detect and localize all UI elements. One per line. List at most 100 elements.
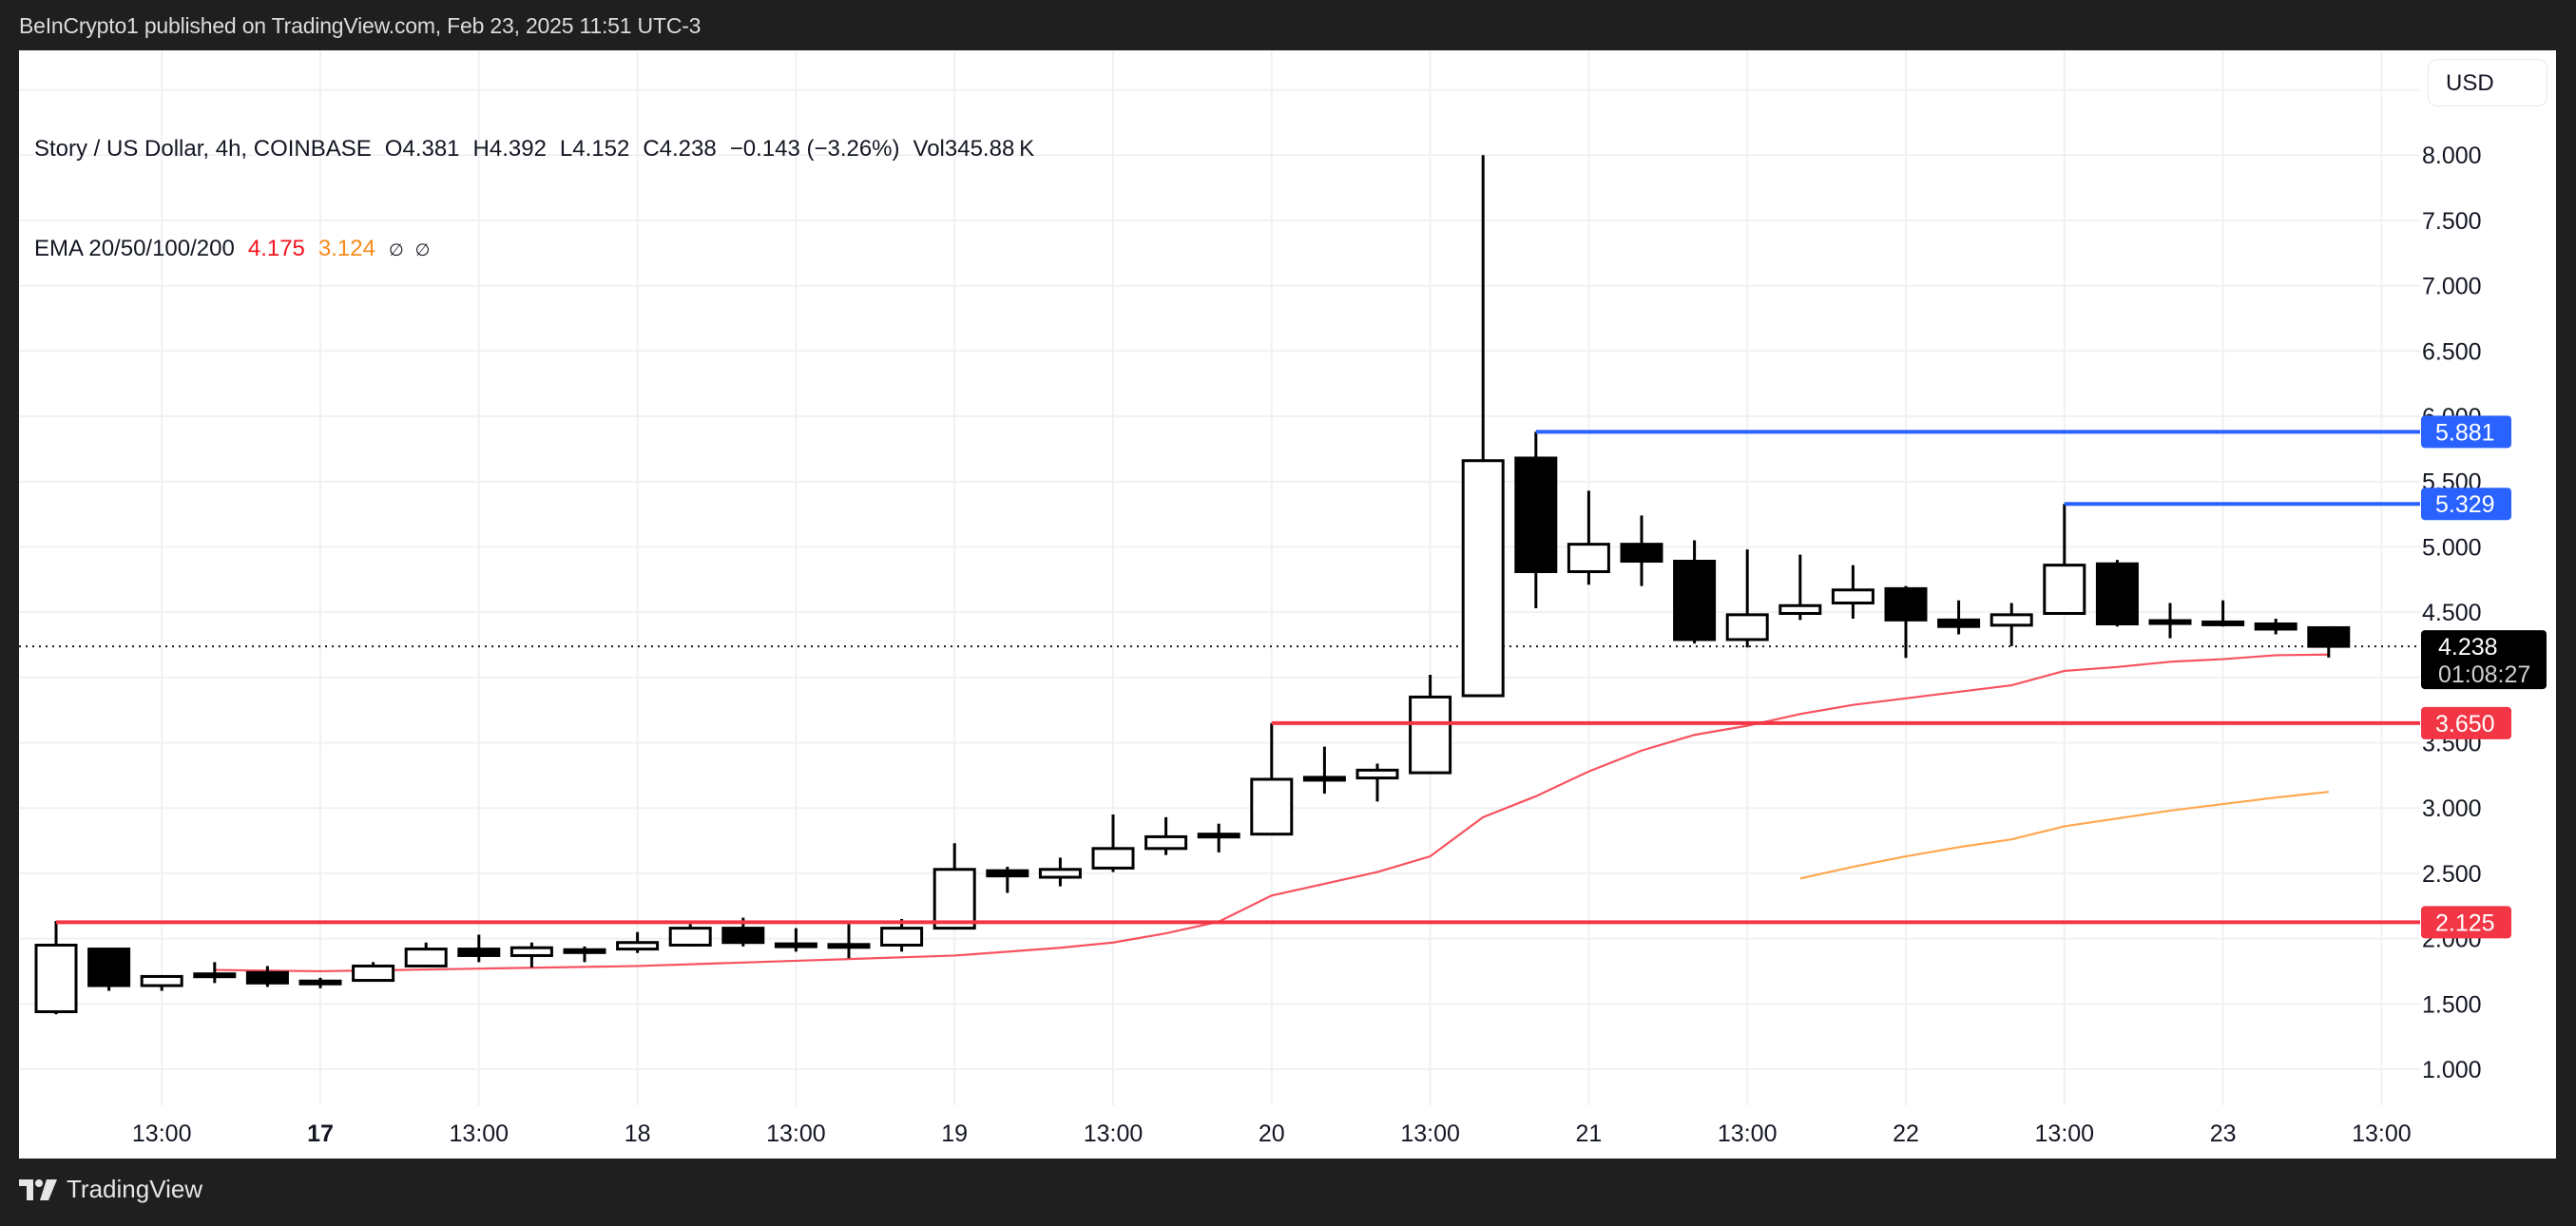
candle-body-down <box>1514 456 1558 574</box>
candle[interactable] <box>1250 722 1294 836</box>
time-axis-label: 13:00 <box>1400 1121 1460 1147</box>
volume-value: Vol345.88 K <box>913 136 1035 162</box>
candle-body-up <box>1250 777 1294 836</box>
candle-body-up <box>1778 603 1822 615</box>
brand-name: TradingView <box>67 1175 203 1203</box>
candlestick-chart[interactable]: 13:00 17 13:00 18 13:00 19 13:00 20 13:00 21 13:00… <box>19 50 2556 1159</box>
candle[interactable] <box>1567 490 1610 585</box>
candle[interactable] <box>1884 585 1928 659</box>
level-tag-label: 5.329 <box>2435 491 2495 518</box>
candle-body-up <box>1038 868 1082 879</box>
time-axis-label: 20 <box>1259 1121 1285 1147</box>
candle-body-up <box>352 964 395 983</box>
candle[interactable] <box>1778 554 1822 621</box>
candle[interactable] <box>1673 540 1717 644</box>
candle-body-up <box>1567 543 1610 574</box>
candle[interactable] <box>563 946 606 963</box>
candle[interactable] <box>193 962 237 984</box>
time-axis-label: 13:00 <box>450 1121 509 1147</box>
candle-body-up <box>932 868 976 930</box>
candle-body-up <box>509 946 553 957</box>
candle[interactable] <box>404 942 448 967</box>
candle[interactable] <box>352 962 395 983</box>
candle[interactable] <box>140 974 183 991</box>
level-tag <box>2421 706 2511 739</box>
change-value: −0.143 (−3.26%) <box>729 136 900 162</box>
level-tag <box>2421 488 2511 521</box>
candle-body-up <box>1355 768 1399 780</box>
candle[interactable] <box>1831 565 1874 619</box>
candle[interactable] <box>2095 560 2139 627</box>
candle-body-up <box>1091 847 1135 870</box>
candle[interactable] <box>1355 763 1399 802</box>
price-axis-label: 5.000 <box>2422 534 2482 561</box>
candle[interactable] <box>932 843 976 930</box>
candle-body-up <box>1725 613 1769 642</box>
candle-body-down <box>827 943 871 949</box>
candle-body-up <box>1409 695 1452 775</box>
high-value: H4.392 <box>472 136 547 162</box>
candle[interactable] <box>1514 431 1558 608</box>
candle-body-down <box>87 948 131 987</box>
candle[interactable] <box>616 931 660 953</box>
candle[interactable] <box>1620 515 1663 586</box>
candle[interactable] <box>2201 600 2245 627</box>
candle[interactable] <box>298 977 342 988</box>
candle[interactable] <box>1197 823 1240 852</box>
candle[interactable] <box>668 924 712 947</box>
chart-panel[interactable]: 13:00 17 13:00 18 13:00 19 13:00 20 13:00 21 13:00… <box>19 50 2556 1159</box>
price-axis-label: 3.000 <box>2422 795 2482 822</box>
candle-body-down <box>2201 620 2245 626</box>
candle[interactable] <box>2254 618 2297 635</box>
candle-body-up <box>616 941 660 951</box>
time-axis-label: 23 <box>2210 1121 2237 1147</box>
currency-button[interactable]: USD <box>2428 59 2547 106</box>
candle[interactable] <box>880 918 924 952</box>
candle-body-down <box>2254 622 2297 631</box>
candle[interactable] <box>2307 625 2351 658</box>
candle[interactable] <box>245 966 289 987</box>
candle[interactable] <box>34 921 78 1015</box>
candle[interactable] <box>721 917 765 947</box>
candle-body-down <box>1302 776 1346 782</box>
candle[interactable] <box>1937 600 1981 635</box>
candle[interactable] <box>1990 603 2033 646</box>
candle[interactable] <box>1725 549 1769 648</box>
price-axis-label: 8.000 <box>2422 143 2482 169</box>
open-value: O4.381 <box>384 136 460 162</box>
candle[interactable] <box>87 948 131 991</box>
candle[interactable] <box>2043 504 2086 615</box>
ema200-na-icon: ∅ <box>414 240 431 259</box>
candle[interactable] <box>986 867 1029 893</box>
level-tag <box>2421 415 2511 449</box>
candle[interactable] <box>827 924 871 959</box>
candle-body-down <box>245 970 289 985</box>
candle-body-down <box>298 979 342 986</box>
candle-body-up <box>1831 588 1874 604</box>
ema-indicator-label[interactable]: EMA 20/50/100/200 <box>34 236 235 261</box>
candle[interactable] <box>457 934 501 963</box>
candle[interactable] <box>2148 603 2192 639</box>
price-axis-label: 1.500 <box>2422 991 2482 1018</box>
price-axis-label: 2.500 <box>2422 861 2482 888</box>
symbol-title[interactable]: Story / US Dollar, 4h, COINBASE <box>34 136 372 162</box>
candle-body-up <box>404 948 448 967</box>
footer-brand[interactable]: TradingView <box>19 1175 202 1204</box>
candle-body-up <box>1461 459 1505 698</box>
legend-ema-row: EMA 20/50/100/200 4.175 3.124 ∅ ∅ <box>34 232 1048 267</box>
price-axis-label: 7.500 <box>2422 208 2482 235</box>
candle[interactable] <box>1302 746 1346 795</box>
candle[interactable] <box>1091 814 1135 872</box>
time-axis-label: 13:00 <box>1718 1121 1778 1147</box>
candle-body-up <box>668 927 712 947</box>
candle[interactable] <box>1144 816 1188 855</box>
time-axis-label: 22 <box>1893 1121 1919 1147</box>
candle[interactable] <box>1461 155 1505 698</box>
candle[interactable] <box>509 942 553 967</box>
tradingview-logo-icon <box>19 1178 57 1200</box>
time-axis-label: 13:00 <box>1084 1121 1144 1147</box>
candle[interactable] <box>774 928 817 952</box>
close-value: C4.238 <box>643 136 717 162</box>
time-axis-label: 13:00 <box>2352 1121 2412 1147</box>
candle[interactable] <box>1038 857 1082 887</box>
